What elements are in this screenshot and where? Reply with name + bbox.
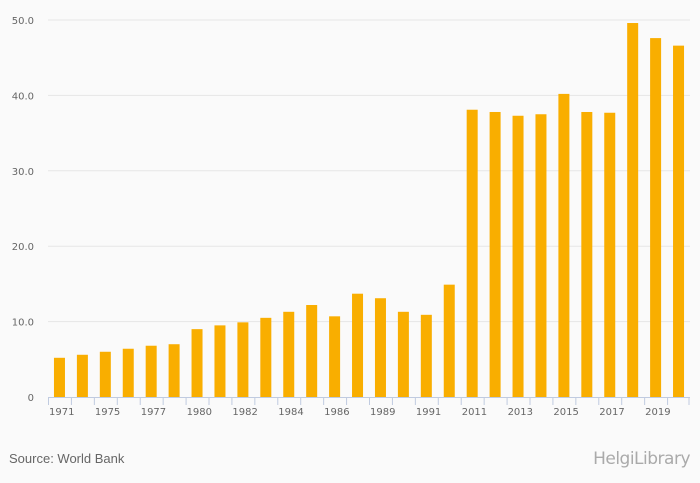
y-tick-label: 20.0 <box>12 242 34 253</box>
bar <box>260 317 272 397</box>
bar <box>99 351 111 397</box>
bar <box>604 112 616 397</box>
bar <box>352 293 364 397</box>
bar <box>53 357 65 397</box>
bar <box>558 93 570 397</box>
bar <box>283 311 295 397</box>
x-tick-label: 1980 <box>187 407 212 418</box>
bar <box>145 345 157 397</box>
x-tick-label: 1975 <box>95 407 120 418</box>
bar <box>374 298 386 397</box>
bar <box>420 314 432 397</box>
bar <box>122 348 134 397</box>
y-tick-label: 0 <box>28 393 34 404</box>
x-tick-label: 2017 <box>599 407 624 418</box>
bar <box>466 109 478 397</box>
x-tick-label: 2013 <box>508 407 533 418</box>
x-tick-label: 2015 <box>553 407 578 418</box>
bar <box>306 305 318 397</box>
x-tick-label: 1971 <box>49 407 74 418</box>
x-tick-label: 1982 <box>232 407 257 418</box>
y-tick-label: 10.0 <box>12 318 34 329</box>
x-tick-label: 1977 <box>141 407 166 418</box>
bar <box>650 38 662 397</box>
source-note: Source: World Bank <box>9 451 125 466</box>
bar <box>673 45 685 398</box>
x-tick-label: 1991 <box>416 407 441 418</box>
bar <box>581 111 593 397</box>
x-tick-label: 1984 <box>278 407 303 418</box>
bar <box>489 111 501 397</box>
bar <box>168 344 180 397</box>
x-tick-label: 2019 <box>645 407 670 418</box>
bar <box>512 115 524 398</box>
bar-chart: 0 10.0 20.0 30.0 40.0 50.0 1971 1975 1977 1980 198… <box>12 16 690 418</box>
bar <box>443 284 455 397</box>
x-tick-label: 1989 <box>370 407 395 418</box>
x-tick-label: 1986 <box>324 407 349 418</box>
y-tick-label: 30.0 <box>12 167 34 178</box>
bar <box>237 322 249 397</box>
bar <box>329 316 341 397</box>
y-tick-label: 40.0 <box>12 91 34 102</box>
bar <box>76 354 88 397</box>
bar <box>191 329 203 397</box>
bar <box>397 311 409 397</box>
bar <box>214 325 226 397</box>
bar <box>627 23 639 398</box>
x-tick-label: 2011 <box>462 407 487 418</box>
bar <box>535 114 547 397</box>
helgi-library-logo: HelgiLibrary <box>593 449 690 469</box>
y-tick-label: 50.0 <box>12 16 34 27</box>
